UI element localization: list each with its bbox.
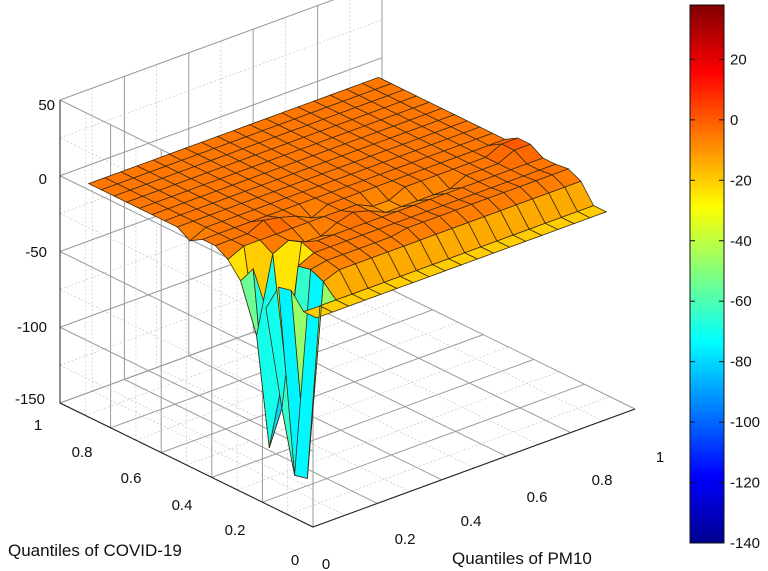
colorbar-tick-label: -100 — [730, 414, 760, 431]
grid-line — [349, 296, 603, 422]
grid-line — [161, 334, 484, 454]
colorbar-tick-label: 0 — [730, 112, 738, 129]
y-tick-label: 1 — [34, 417, 42, 434]
colorbar-tick-label: -60 — [730, 293, 752, 310]
colorbar-tick-label: -40 — [730, 233, 752, 250]
grid-line — [59, 19, 383, 139]
grid-line — [285, 320, 539, 445]
colorbar-ticks: 20 0 -20 -40 -60 -80 -100 -120 -140 — [690, 51, 760, 552]
z-axis-ticks: 50 0 -50 -100 -150 — [15, 97, 55, 408]
grid-line — [317, 308, 571, 434]
y-axis-ticks: 0 0.2 0.4 0.6 0.8 1 — [34, 417, 299, 569]
axis-lines — [59, 100, 636, 528]
grid-line — [135, 321, 459, 441]
surface-patch — [576, 205, 608, 219]
surface-mesh — [87, 76, 608, 479]
y-tick-label: 0.2 — [225, 522, 246, 539]
x-tick-label: 0.2 — [395, 531, 416, 548]
x-axis-ticks: 0 0.2 0.4 0.6 0.8 1 — [322, 449, 664, 571]
x-axis-label: Quantiles of PM10 — [452, 549, 592, 568]
x-tick-label: 0.6 — [527, 489, 548, 506]
axis-edge — [59, 402, 314, 528]
grid-line — [92, 390, 346, 516]
colorbar-tick-label: -140 — [730, 535, 760, 552]
grid-line — [59, 0, 335, 101]
grid-line — [59, 364, 314, 490]
colorbar: 20 0 -20 -40 -60 -80 -100 -120 -140 — [689, 4, 760, 552]
grid-line — [59, 213, 314, 338]
axis-edge — [312, 408, 636, 528]
z-tick-label: -50 — [25, 244, 47, 261]
grid-line — [186, 346, 509, 466]
grid-line — [236, 371, 560, 491]
y-tick-label: 0.6 — [121, 470, 142, 487]
x-tick-label: 0 — [322, 556, 330, 571]
colorbar-tick-label: -120 — [730, 475, 760, 492]
grid-line — [381, 284, 636, 410]
x-tick-label: 0.8 — [592, 472, 613, 489]
z-tick-label: 50 — [38, 97, 55, 114]
grid-line — [59, 289, 314, 414]
y-tick-label: 0 — [291, 552, 299, 569]
grid-line — [59, 57, 383, 177]
colorbar-gradient — [689, 4, 725, 544]
colorbar-tick-label: -20 — [730, 172, 752, 189]
colorbar-tick-label: -80 — [730, 354, 752, 371]
z-tick-label: -100 — [17, 319, 47, 336]
z-tick-label: 0 — [39, 171, 47, 188]
y-axis-label: Quantiles of COVID-19 — [8, 541, 182, 560]
z-tick-label: -150 — [15, 391, 45, 408]
x-tick-label: 1 — [656, 449, 664, 466]
y-tick-label: 0.8 — [72, 444, 93, 461]
grid-line — [156, 367, 410, 492]
colorbar-tick-label: 20 — [730, 51, 747, 68]
x-tick-label: 0.4 — [461, 513, 482, 530]
y-tick-label: 0.4 — [172, 497, 193, 514]
grid-line — [85, 297, 408, 416]
grid-line — [220, 343, 475, 469]
grid-line — [287, 396, 610, 515]
